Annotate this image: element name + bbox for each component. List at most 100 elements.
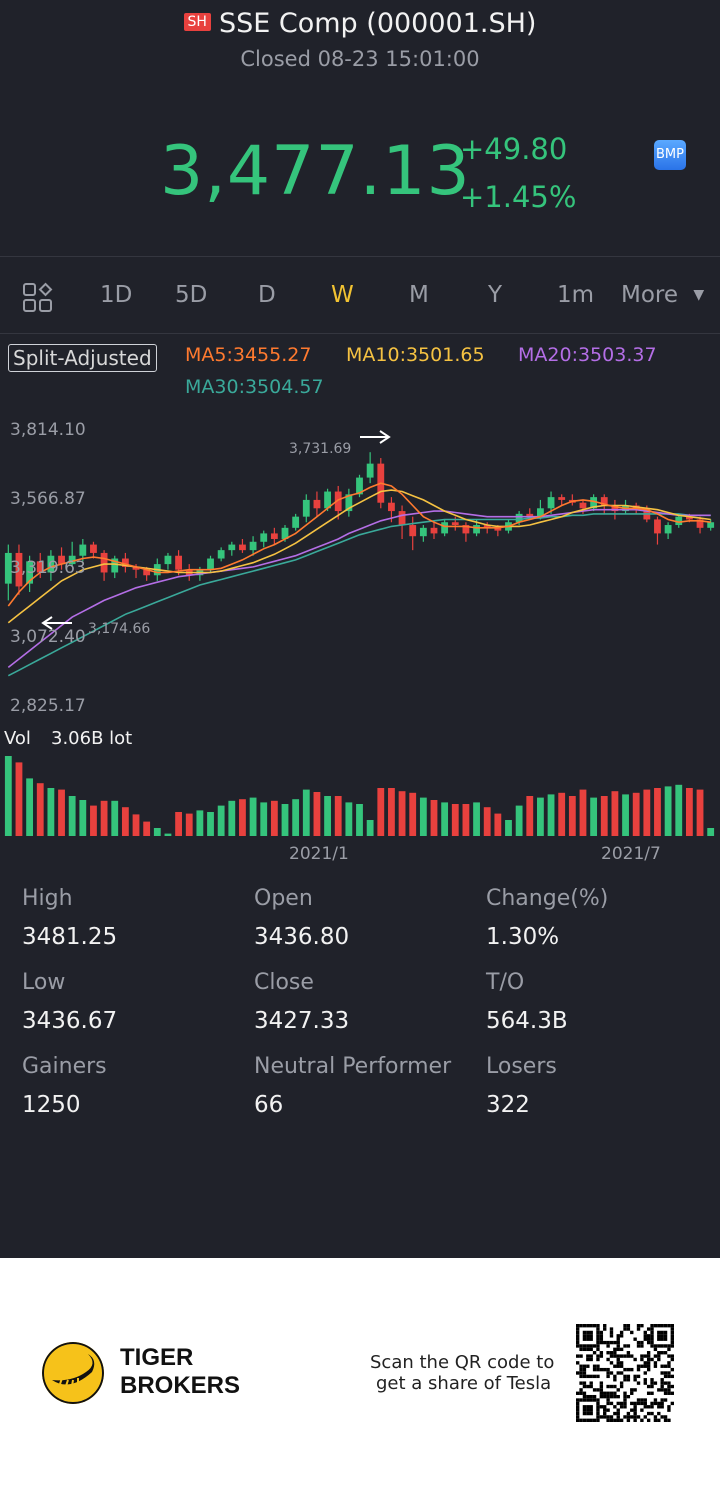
candle-body — [590, 497, 598, 509]
candle-body — [132, 566, 140, 570]
stat-label-high: High — [22, 886, 73, 911]
volume-bar — [228, 800, 236, 836]
tab-d[interactable]: D — [258, 282, 276, 308]
volume-bar — [643, 789, 651, 836]
candle-body — [654, 519, 661, 534]
candle-body — [36, 561, 44, 573]
volume-bar — [483, 807, 491, 836]
candle-body — [462, 525, 470, 534]
ma30-value: MA30:3504.57 — [185, 376, 324, 398]
ma10-value: MA10:3501.65 — [346, 344, 485, 366]
tab-more-label: More — [621, 282, 679, 308]
stat-value-high: 3481.25 — [22, 924, 118, 950]
candle-body — [68, 555, 76, 565]
tab-more[interactable]: More ▼ — [621, 282, 704, 308]
ma5-value: MA5:3455.27 — [185, 344, 312, 366]
y-tick-label: 3,319.63 — [10, 558, 86, 578]
market-status: Closed 08-23 15:01:00 — [240, 47, 480, 71]
candle-body — [90, 544, 97, 553]
y-tick-label: 3,566.87 — [10, 489, 86, 509]
volume-bar — [537, 797, 544, 836]
candle-body — [111, 558, 119, 573]
volume-bar — [143, 821, 151, 836]
split-adjusted-toggle[interactable]: Split-Adjusted — [8, 344, 157, 372]
x-tick-label: 2021/1 — [289, 844, 349, 864]
tab-5d[interactable]: 5D — [175, 282, 208, 308]
kline-chart[interactable]: 3,814.10 3,566.87 3,319.63 3,072.40 2,82… — [0, 400, 720, 870]
volume-bar — [419, 797, 427, 836]
candle-body — [345, 494, 353, 512]
volume-bar — [132, 814, 140, 836]
volume-bar — [90, 805, 97, 836]
volume-bar — [579, 789, 587, 836]
volume-bar — [239, 799, 246, 836]
volume-bar — [68, 796, 76, 836]
candle-body — [696, 519, 704, 528]
bmp-badge[interactable]: BMP — [654, 140, 686, 170]
candle-body — [675, 516, 683, 526]
brand-name-line1: TIGER — [120, 1344, 194, 1371]
volume-bar — [441, 802, 449, 836]
candle-body — [356, 477, 363, 495]
volume-bar — [249, 797, 257, 836]
candle-body — [281, 527, 289, 539]
candle-body — [175, 555, 182, 570]
volume-bar — [196, 810, 204, 836]
candle-body — [398, 511, 406, 526]
ma30-line — [7, 513, 711, 677]
volume-bar — [4, 756, 12, 836]
candle-body — [366, 463, 374, 478]
tab-w[interactable]: W — [331, 282, 354, 308]
tab-m[interactable]: M — [409, 282, 429, 308]
stat-value-gainers: 1250 — [22, 1092, 81, 1118]
volume-bar — [260, 802, 268, 836]
volume-bar — [515, 805, 523, 836]
candle-body — [409, 525, 417, 537]
candle-body — [451, 522, 459, 526]
tab-y[interactable]: Y — [488, 282, 503, 308]
volume-bar — [313, 792, 321, 836]
candles-layer — [4, 452, 715, 601]
volume-bar — [175, 812, 182, 836]
candle-body — [515, 513, 523, 523]
grid-layout-icon[interactable] — [22, 282, 54, 314]
volume-bar — [409, 792, 417, 836]
brand-name-line2: BROKERS — [120, 1372, 241, 1399]
candle-body — [217, 550, 225, 559]
volume-bar — [270, 800, 278, 836]
stat-value-neutral: 66 — [254, 1092, 284, 1118]
arrow-left-icon — [41, 616, 72, 630]
volume-bar — [281, 804, 289, 836]
candle-body — [228, 544, 236, 551]
volume-bar — [217, 805, 225, 836]
qr-code-icon[interactable] — [576, 1324, 674, 1422]
volume-bar — [58, 789, 65, 836]
candle-body — [664, 525, 672, 534]
arrow-right-icon — [360, 430, 391, 444]
y-tick-label: 2,825.17 — [10, 696, 86, 716]
tab-1d[interactable]: 1D — [100, 282, 133, 308]
volume-bar — [568, 796, 576, 836]
candle-body — [441, 522, 449, 534]
volume-bar — [324, 796, 331, 836]
volume-value: 3.06B lot — [51, 728, 132, 749]
ma20-value: MA20:3503.37 — [518, 344, 657, 366]
moving-averages-layer — [7, 482, 711, 677]
volume-bar — [632, 792, 640, 836]
volume-bar — [611, 791, 619, 836]
candle-body — [579, 502, 587, 509]
candle-body — [26, 561, 34, 584]
stat-label-gainers: Gainers — [22, 1054, 107, 1079]
volume-layer — [4, 756, 715, 836]
stat-value-change: 1.30% — [486, 924, 560, 950]
volume-bar — [36, 783, 44, 836]
candle-body — [419, 527, 427, 537]
candle-body — [164, 555, 172, 565]
stat-label-low: Low — [22, 970, 66, 995]
y-tick-label: 3,814.10 — [10, 420, 86, 440]
volume-label: Vol — [4, 728, 31, 749]
tab-1m[interactable]: 1m — [557, 282, 595, 308]
volume-bar — [654, 788, 661, 836]
candle-body — [334, 491, 342, 512]
volume-bar — [302, 789, 310, 836]
